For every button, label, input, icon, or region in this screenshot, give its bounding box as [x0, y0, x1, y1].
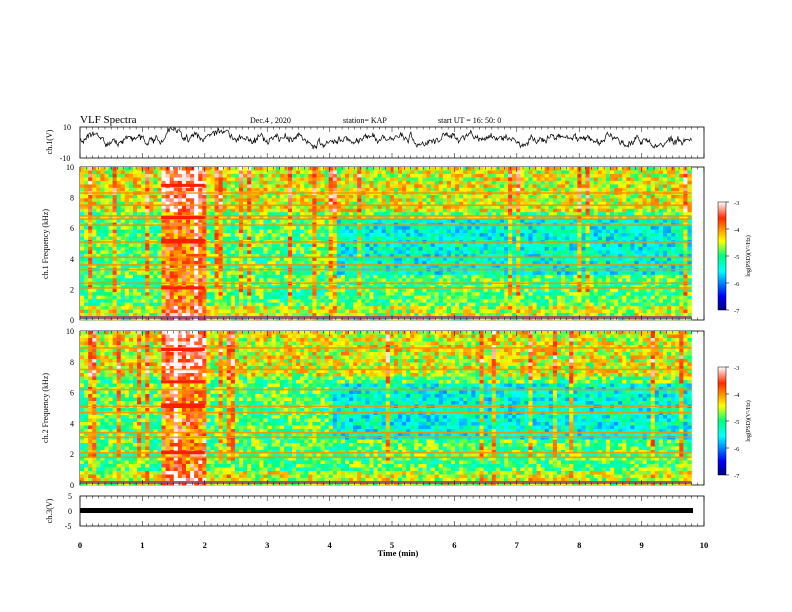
ch3-waveform-ylabel: ch.3(V) [45, 498, 54, 523]
ch1-spectrogram-ticks [79, 167, 705, 320]
ch1-ytick-top: 10 [63, 123, 71, 132]
ch1-channel-label: ch.1 Frequency (kHz) [41, 209, 50, 279]
time-ticklabel: 9 [639, 540, 643, 550]
ch1-spectrogram-image [80, 167, 692, 321]
colorbar-ticklabel: -6 [734, 446, 740, 453]
ch1-waveform-line [79, 127, 692, 150]
time-ticklabel: 8 [577, 540, 581, 550]
ch3-waveform-ticks [79, 496, 705, 526]
ch1-ytick-bottom: -10 [60, 154, 71, 163]
freq-ticklabel: 8 [70, 194, 74, 203]
time-ticklabel: 2 [203, 540, 207, 550]
date-label: Dec.4 , 2020 [250, 116, 291, 125]
time-ticklabel: 5 [390, 540, 394, 550]
time-ticklabel: 4 [327, 540, 332, 550]
start-time-label: start UT = 16: 50: 0 [438, 116, 501, 125]
freq-ticklabel: 8 [70, 358, 74, 367]
station-label: station= KAP [343, 116, 387, 125]
ch3-ytick-top: 5 [68, 492, 72, 501]
colorbar-ticklabel: -5 [734, 254, 739, 261]
colorbar-ticklabel: -4 [734, 392, 740, 399]
ch1-colorbar-label: log(PSD)(V²/Hz) [745, 235, 752, 276]
ch2-colorbar-label: log(PSD)(V²/Hz) [745, 400, 752, 441]
colorbar-ticklabel: -3 [734, 365, 739, 372]
ch2-spectrogram-ticks [79, 331, 705, 485]
ch3-ytick-bottom: -5 [65, 522, 72, 531]
time-ticklabel: 1 [140, 540, 144, 550]
colorbar-ticklabel: -5 [734, 419, 739, 426]
colorbar-ticklabel: -7 [734, 473, 740, 480]
ch2-spectrogram-panel: ch.2 Frequency (kHz) 0 2 4 6 8 10 [41, 327, 705, 490]
colorbar-ticklabel: -6 [734, 281, 740, 288]
freq-ticklabel: 6 [70, 389, 74, 398]
figure-title: VLF Spectra [80, 114, 137, 126]
ch2-colorbar-ticks: -3 -4 -5 -6 -7 [726, 365, 740, 480]
time-ticklabel: 3 [265, 540, 269, 550]
ch2-channel-label: ch.2 Frequency (kHz) [41, 373, 50, 443]
time-axis-label: Time (min) [378, 548, 419, 558]
freq-ticklabel: 10 [66, 163, 74, 172]
freq-ticklabel: 4 [70, 255, 74, 264]
time-ticklabel: 7 [515, 540, 520, 550]
freq-ticklabel: 6 [70, 224, 74, 233]
freq-ticklabel: 0 [70, 481, 74, 490]
ch3-waveform-line [80, 508, 693, 513]
freq-ticklabel: 2 [70, 450, 74, 459]
ch1-waveform-panel: 10 -10 ch.1(V) [45, 123, 705, 163]
colorbar-ticklabel: -3 [734, 200, 739, 207]
ch1-freq-ticklabels: 0 2 4 6 8 10 [66, 163, 74, 325]
ch2-freq-ylabel: ch.2 Frequency (kHz) [41, 373, 50, 443]
colorbar-ticklabel: -4 [734, 227, 740, 234]
ch1-colorbar-ticks: -3 -4 -5 -6 -7 [726, 200, 740, 315]
ch3-waveform-panel: 5 0 -5 ch.3(V) [45, 492, 705, 531]
colorbar-ticklabel: -7 [734, 308, 740, 315]
time-ticklabel: 10 [700, 540, 709, 550]
time-ticklabel: 0 [78, 540, 82, 550]
ch2-spectrogram-image [80, 331, 692, 486]
ch1-colorbar: -3 -4 -5 -6 -7 log(PSD)(V²/Hz) [717, 200, 752, 315]
ch2-freq-ticklabels: 0 2 4 6 8 10 [66, 327, 74, 490]
freq-ticklabel: 10 [66, 327, 74, 336]
ch1-waveform-ticks [79, 127, 705, 158]
ch3-ytick-mid: 0 [68, 507, 72, 516]
freq-ticklabel: 2 [70, 285, 74, 294]
freq-ticklabel: 4 [70, 419, 74, 428]
ch1-freq-ylabel: ch.1 Frequency (kHz) [41, 209, 50, 279]
time-axis-ticklabels: 0 1 2 3 4 5 6 7 8 9 10 [78, 540, 708, 550]
ch2-colorbar: -3 -4 -5 -6 -7 log(PSD)(V²/Hz) [717, 365, 752, 480]
freq-ticklabel: 0 [70, 316, 74, 325]
ch1-spectrogram-panel: ch.1 Frequency (kHz) 0 2 4 6 8 10 [41, 163, 705, 325]
ch1-waveform-ylabel: ch.1(V) [45, 129, 54, 154]
time-ticklabel: 6 [452, 540, 456, 550]
